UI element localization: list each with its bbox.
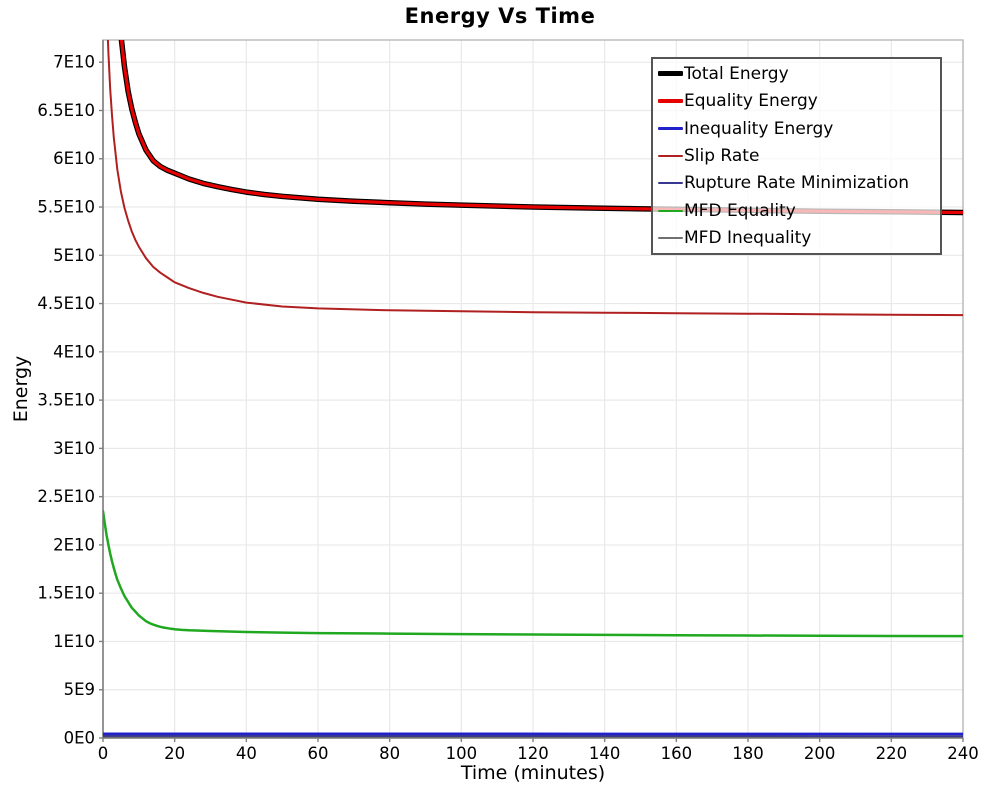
- x-tick-label: 40: [236, 744, 257, 763]
- x-tick-label: 160: [661, 744, 693, 763]
- legend-swatch-total-energy: [658, 71, 683, 77]
- legend-swatch-mfd-equality: [658, 209, 683, 213]
- legend-label-rupture-rate-minimization: Rupture Rate Minimization: [684, 173, 909, 194]
- x-tick-label: 80: [379, 744, 400, 763]
- x-axis-label: Time (minutes): [460, 762, 606, 784]
- legend-label-mfd-equality: MFD Equality: [684, 200, 796, 221]
- legend-swatch-mfd-inequality: [658, 237, 683, 240]
- x-tick-label: 100: [446, 744, 478, 763]
- y-tick-label: 3.5E10: [37, 391, 95, 410]
- series-line-slip-rate: [106, 40, 963, 317]
- x-tick-label: 140: [589, 744, 621, 763]
- y-tick-label: 5E9: [64, 680, 95, 699]
- y-tick-label: 0E0: [64, 729, 95, 748]
- y-tick-label: 5.5E10: [37, 198, 95, 217]
- legend-item-mfd-equality: MFD Equality: [653, 197, 940, 224]
- legend-swatch-rupture-rate-minimization: [658, 182, 683, 185]
- y-tick-label: 1E10: [53, 632, 95, 651]
- legend-item-total-energy: Total Energy: [653, 60, 940, 87]
- y-tick-label: 6.5E10: [37, 101, 95, 120]
- legend-swatch-equality-energy: [658, 99, 683, 104]
- legend-label-inequality-energy: Inequality Energy: [684, 118, 834, 139]
- legend-item-slip-rate: Slip Rate: [653, 142, 940, 169]
- x-tick-label: 0: [98, 744, 109, 763]
- y-tick-label: 6E10: [53, 149, 95, 168]
- x-tick-label: 20: [164, 744, 185, 763]
- x-tick-label: 60: [308, 744, 329, 763]
- chart-title: Energy Vs Time: [404, 4, 596, 28]
- legend-label-slip-rate: Slip Rate: [684, 145, 760, 166]
- x-tick-label: 120: [517, 744, 549, 763]
- legend-item-rupture-rate-minimization: Rupture Rate Minimization: [653, 170, 940, 197]
- x-tick-label: 200: [804, 744, 836, 763]
- legend-item-inequality-energy: Inequality Energy: [653, 115, 940, 142]
- x-tick-label: 220: [876, 744, 908, 763]
- y-tick-label: 1.5E10: [37, 584, 95, 603]
- legend-swatch-inequality-energy: [658, 127, 683, 131]
- legend-label-mfd-inequality: MFD Inequality: [684, 228, 812, 249]
- y-tick-label: 5E10: [53, 246, 95, 265]
- legend-item-mfd-inequality: MFD Inequality: [653, 225, 940, 252]
- y-tick-label: 4E10: [53, 342, 95, 361]
- y-axis-label: Energy: [10, 355, 32, 423]
- series-line-mfd-equality: [103, 509, 963, 638]
- y-tick-label: 2.5E10: [37, 487, 95, 506]
- y-tick-label: 7E10: [53, 53, 95, 72]
- legend-label-equality-energy: Equality Energy: [684, 91, 818, 112]
- legend-label-total-energy: Total Energy: [684, 63, 789, 84]
- y-tick-label: 2E10: [53, 535, 95, 554]
- y-tick-label: 4.5E10: [37, 294, 95, 313]
- x-tick-label: 240: [947, 744, 979, 763]
- legend-item-equality-energy: Equality Energy: [653, 88, 940, 115]
- y-tick-label: 3E10: [53, 439, 95, 458]
- legend-swatch-slip-rate: [658, 154, 683, 157]
- series-line-equality-energy: [119, 40, 963, 215]
- legend: Total Energy Equality Energy Inequality En…: [651, 57, 942, 255]
- x-tick-label: 180: [732, 744, 764, 763]
